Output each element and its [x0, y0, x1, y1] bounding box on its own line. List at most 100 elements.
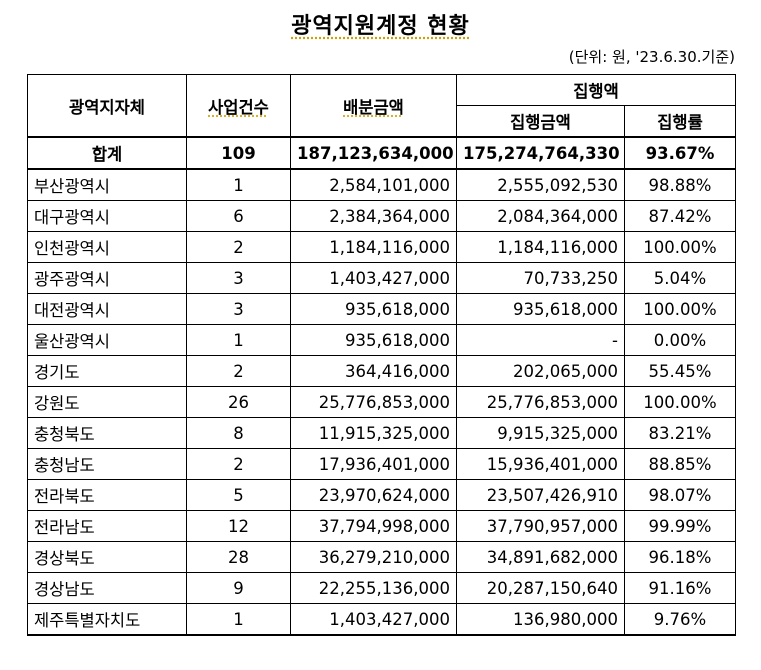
header-count: 사업건수	[186, 74, 291, 138]
cell-allocated: 935,618,000	[290, 293, 457, 325]
cell-allocated: 2,384,364,000	[290, 200, 457, 232]
cell-count: 12	[186, 510, 291, 542]
cell-name: 부산광역시	[27, 168, 187, 201]
cell-exec-amount: 25,776,853,000	[456, 386, 625, 418]
cell-exec-amount: 136,980,000	[456, 603, 625, 636]
table-row: 대구광역시 6 2,384,364,000 2,084,364,000 87.42%	[27, 200, 737, 232]
cell-count: 1	[186, 168, 291, 201]
table-row: 강원도 26 25,776,853,000 25,776,853,000 100.00%	[27, 386, 737, 418]
cell-count: 5	[186, 479, 291, 511]
cell-exec-rate: 91.16%	[623, 572, 737, 604]
table-row: 경상북도 28 36,279,210,000 34,891,682,000 96.18%	[27, 541, 737, 573]
cell-name: 제주특별자치도	[27, 603, 187, 636]
cell-allocated: 2,584,101,000	[290, 168, 457, 201]
cell-exec-rate: 98.07%	[623, 479, 737, 511]
total-exec-amount: 175,274,764,330	[456, 136, 625, 170]
table-row: 충청북도 8 11,915,325,000 9,915,325,000 83.21%	[27, 417, 737, 449]
total-count: 109	[186, 136, 291, 170]
table-row: 전라북도 5 23,970,624,000 23,507,426,910 98.07%	[27, 479, 737, 511]
cell-exec-rate: 0.00%	[623, 324, 737, 356]
header-allocated: 배분금액	[290, 74, 457, 138]
total-name: 합계	[27, 136, 187, 170]
table-row: 충청남도 2 17,936,401,000 15,936,401,000 88.85%	[27, 448, 737, 480]
cell-allocated: 1,403,427,000	[290, 603, 457, 636]
cell-exec-amount: 15,936,401,000	[456, 448, 625, 480]
cell-name: 광주광역시	[27, 262, 187, 294]
cell-count: 3	[186, 293, 291, 325]
header-count-text: 사업건수	[208, 97, 269, 117]
cell-count: 9	[186, 572, 291, 604]
cell-count: 6	[186, 200, 291, 232]
table-row: 전라남도 12 37,794,998,000 37,790,957,000 99.99%	[27, 510, 737, 542]
status-table: 광역지자체 사업건수 배분금액 집행액 집행금액 집행률 합계 109 187,…	[27, 74, 737, 636]
cell-exec-rate: 100.00%	[623, 386, 737, 418]
cell-exec-amount: 23,507,426,910	[456, 479, 625, 511]
table-row: 울산광역시 1 935,618,000-0.00%	[27, 324, 737, 356]
cell-count: 1	[186, 324, 291, 356]
cell-count: 28	[186, 541, 291, 573]
cell-count: 8	[186, 417, 291, 449]
table-row: 경상남도 9 22,255,136,000 20,287,150,640 91.16%	[27, 572, 737, 604]
cell-name: 인천광역시	[27, 231, 187, 263]
cell-allocated: 37,794,998,000	[290, 510, 457, 542]
table-row: 경기도 2 364,416,000 202,065,000 55.45%	[27, 355, 737, 387]
cell-allocated: 364,416,000	[290, 355, 457, 387]
cell-name: 대구광역시	[27, 200, 187, 232]
page-title-text: 광역지원계정 현황	[291, 14, 470, 39]
cell-allocated: 1,403,427,000	[290, 262, 457, 294]
cell-exec-amount: 34,891,682,000	[456, 541, 625, 573]
header-exec-rate: 집행률	[623, 105, 737, 138]
cell-exec-rate: 87.42%	[623, 200, 737, 232]
cell-exec-rate: 5.04%	[623, 262, 737, 294]
cell-name: 강원도	[27, 386, 187, 418]
cell-exec-rate: 83.21%	[623, 417, 737, 449]
total-row: 합계 109 187,123,634,000 175,274,764,330 9…	[27, 136, 737, 170]
cell-exec-amount: -	[456, 324, 625, 356]
cell-exec-rate: 99.99%	[623, 510, 737, 542]
cell-name: 전라북도	[27, 479, 187, 511]
cell-allocated: 25,776,853,000	[290, 386, 457, 418]
header-region: 광역지자체	[27, 74, 187, 138]
cell-name: 경상북도	[27, 541, 187, 573]
cell-count: 26	[186, 386, 291, 418]
header-execution: 집행액	[455, 74, 737, 106]
cell-exec-rate: 88.85%	[623, 448, 737, 480]
cell-name: 경상남도	[27, 572, 187, 604]
cell-exec-rate: 100.00%	[623, 231, 737, 263]
header-exec-amount: 집행금액	[456, 105, 625, 138]
cell-exec-amount: 9,915,325,000	[456, 417, 625, 449]
table-row: 인천광역시 2 1,184,116,000 1,184,116,000 100.00%	[27, 231, 737, 263]
table-row: 제주특별자치도 1 1,403,427,000 136,980,000 9.76%	[27, 603, 737, 636]
cell-name: 경기도	[27, 355, 187, 387]
cell-name: 울산광역시	[27, 324, 187, 356]
cell-exec-amount: 70,733,250	[456, 262, 625, 294]
cell-exec-amount: 2,555,092,530	[456, 168, 625, 201]
unit-note: (단위: 원, '23.6.30.기준)	[568, 48, 735, 66]
cell-exec-rate: 55.45%	[623, 355, 737, 387]
cell-count: 2	[186, 231, 291, 263]
cell-exec-rate: 96.18%	[623, 541, 737, 573]
table-row: 부산광역시 1 2,584,101,000 2,555,092,530 98.88%	[27, 168, 737, 201]
cell-allocated: 17,936,401,000	[290, 448, 457, 480]
cell-exec-amount: 935,618,000	[456, 293, 625, 325]
cell-name: 충청남도	[27, 448, 187, 480]
cell-name: 대전광역시	[27, 293, 187, 325]
cell-count: 1	[186, 603, 291, 636]
cell-name: 전라남도	[27, 510, 187, 542]
header-allocated-text: 배분금액	[343, 97, 404, 117]
cell-allocated: 935,618,000	[290, 324, 457, 356]
total-exec-rate: 93.67%	[623, 136, 737, 170]
cell-allocated: 1,184,116,000	[290, 231, 457, 263]
cell-count: 2	[186, 355, 291, 387]
cell-exec-amount: 1,184,116,000	[456, 231, 625, 263]
page-title: 광역지원계정 현황	[0, 8, 761, 40]
table-row: 대전광역시 3 935,618,000 935,618,000 100.00%	[27, 293, 737, 325]
cell-name: 충청북도	[27, 417, 187, 449]
cell-allocated: 11,915,325,000	[290, 417, 457, 449]
cell-exec-amount: 20,287,150,640	[456, 572, 625, 604]
cell-count: 2	[186, 448, 291, 480]
cell-exec-rate: 9.76%	[623, 603, 737, 636]
cell-count: 3	[186, 262, 291, 294]
cell-allocated: 23,970,624,000	[290, 479, 457, 511]
cell-exec-rate: 98.88%	[623, 168, 737, 201]
